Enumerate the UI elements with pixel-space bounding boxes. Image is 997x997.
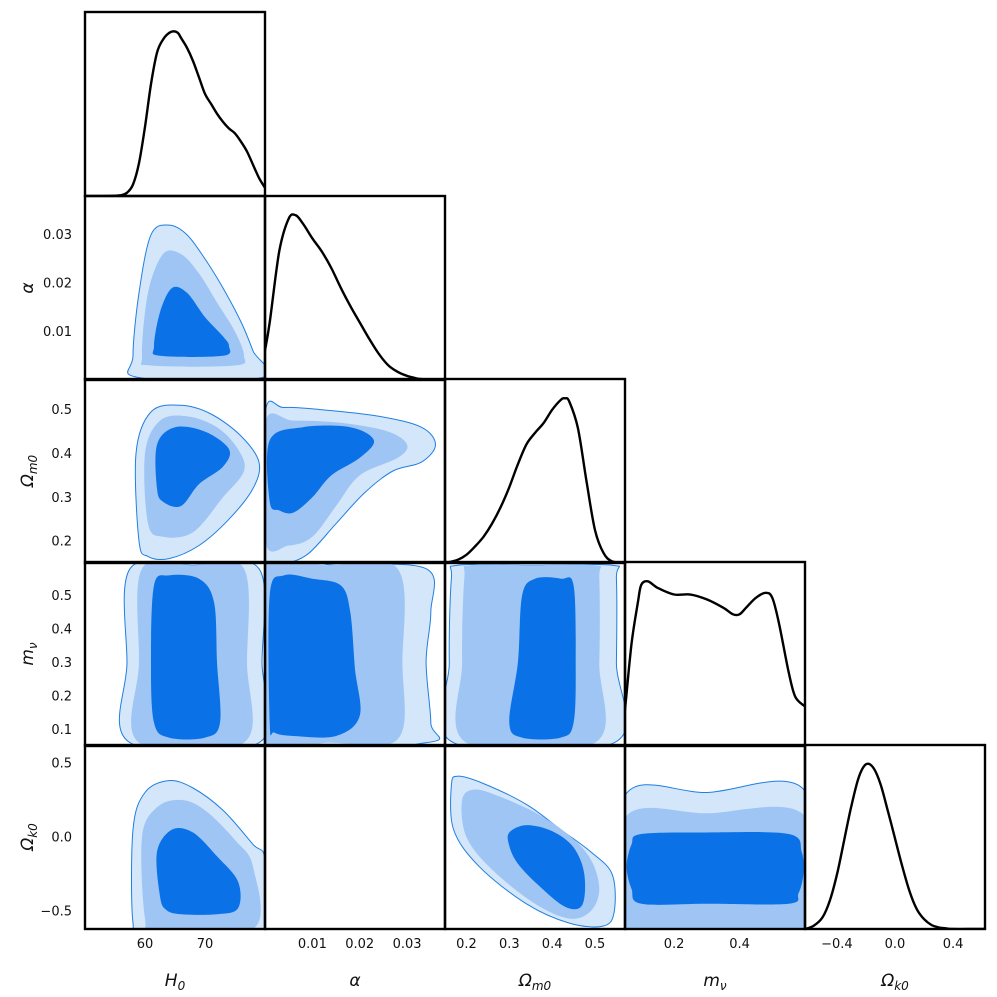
x-tick-label-Om: 0.4 <box>542 937 563 952</box>
x-tick-label-alpha: 0.02 <box>345 937 374 952</box>
y-tick-label-Om: 0.4 <box>51 447 72 462</box>
contour-Om-mnu-inner <box>509 577 576 740</box>
x-tick-label-mnu: 0.2 <box>664 937 685 952</box>
y-tick-label-Om: 0.5 <box>51 403 72 418</box>
x-tick-label-Ok: 0.0 <box>885 937 906 952</box>
y-tick-label-Ok: −0.5 <box>40 905 72 920</box>
y-tick-label-Om: 0.2 <box>51 535 72 550</box>
x-tick-label-Ok: −0.4 <box>821 937 853 952</box>
contour-H0-mnu-inner <box>151 574 221 740</box>
marginal-Om <box>445 396 625 563</box>
y-tick-label-mnu: 0.5 <box>51 589 72 604</box>
x-tick-label-H0: 60 <box>137 937 154 952</box>
x-tick-label-Om: 0.2 <box>456 937 477 952</box>
y-tick-label-mnu: 0.4 <box>51 622 72 637</box>
contour-alpha-mnu-inner <box>268 574 361 738</box>
contour-Om-Ok-inner <box>507 825 586 910</box>
panel-frame-alpha-alpha <box>263 194 447 382</box>
y-tick-label-alpha: 0.01 <box>43 325 72 340</box>
x-axis-label-Ok: Ωk0 <box>880 971 909 993</box>
y-axis-label-alpha: α <box>18 282 38 293</box>
contour-mnu-Ok-inner <box>626 832 804 905</box>
y-tick-label-mnu: 0.1 <box>51 723 72 738</box>
contour-alpha-Om-inner <box>266 425 375 514</box>
panel-frame-Ok-Ok <box>803 743 987 931</box>
x-tick-label-alpha: 0.01 <box>298 937 327 952</box>
marginal-Ok <box>805 762 985 929</box>
y-tick-label-Ok: 0.5 <box>51 756 72 771</box>
x-axis-label-mnu: mν <box>703 971 727 993</box>
x-tick-label-H0: 70 <box>197 937 214 952</box>
x-tick-label-mnu: 0.4 <box>729 937 750 952</box>
y-tick-label-mnu: 0.3 <box>51 656 72 671</box>
x-tick-label-Ok: 0.4 <box>943 937 964 952</box>
y-axis-label-Ok: Ωk0 <box>18 823 40 852</box>
panel-frame-Ok-alpha <box>263 743 447 931</box>
y-tick-label-Ok: 0.0 <box>51 831 72 846</box>
x-tick-label-Om: 0.3 <box>499 937 520 952</box>
marginal-alpha <box>265 213 445 380</box>
x-axis-label-Om: Ωm0 <box>518 971 552 993</box>
y-axis-label-Om: Ωm0 <box>18 454 40 488</box>
x-axis-label-alpha: α <box>349 971 360 991</box>
marginal-mnu <box>625 579 805 710</box>
x-axis-label-H0: H0 <box>165 971 186 993</box>
contour-H0-alpha-inner <box>152 286 231 357</box>
x-tick-label-Om: 0.5 <box>585 937 606 952</box>
contour-H0-Om-inner <box>155 426 231 508</box>
contour-H0-Ok-inner <box>156 827 241 915</box>
x-tick-label-alpha: 0.03 <box>393 937 422 952</box>
marginal-H0 <box>85 30 265 196</box>
y-tick-label-Om: 0.3 <box>51 491 72 506</box>
panel-frame-mnu-mnu <box>623 560 807 748</box>
y-axis-label-mnu: mν <box>18 642 40 666</box>
panel-frame-Om-Om <box>443 377 627 565</box>
y-tick-label-mnu: 0.2 <box>51 689 72 704</box>
panel-frame-H0-H0 <box>83 10 267 198</box>
y-tick-label-alpha: 0.02 <box>43 277 72 292</box>
y-tick-label-alpha: 0.03 <box>43 228 72 243</box>
